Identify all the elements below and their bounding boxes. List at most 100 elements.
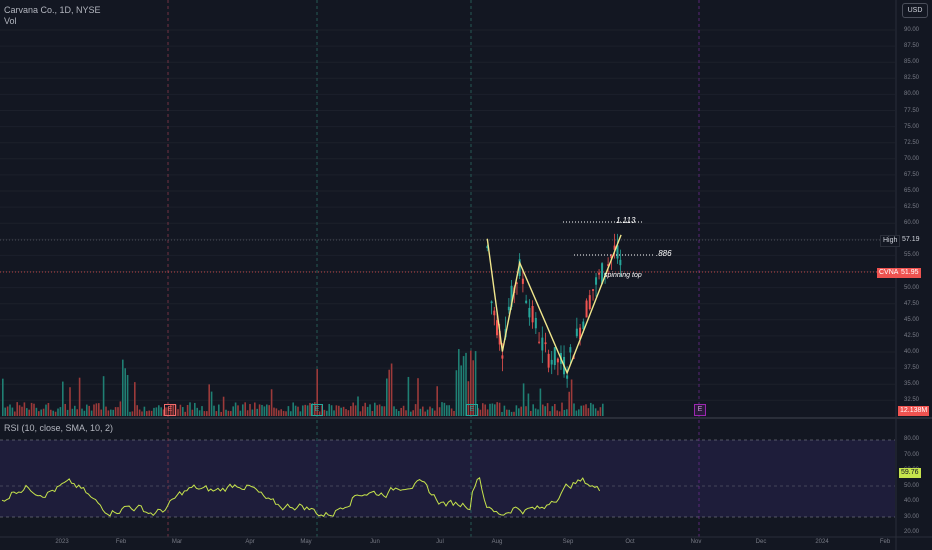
volume-bar xyxy=(62,381,64,416)
volume-bar xyxy=(508,409,510,416)
volume-bar xyxy=(376,405,378,416)
volume-bar xyxy=(518,408,520,416)
volume-bar xyxy=(18,405,21,416)
rsi-legend[interactable]: RSI (10, close, SMA, 10, 2) xyxy=(4,423,114,433)
price-tick-label: 47.50 xyxy=(904,300,920,307)
volume-bar xyxy=(141,411,143,416)
spinning-top-note: spinning top xyxy=(604,272,642,279)
volume-bar xyxy=(242,404,244,416)
price-candles[interactable] xyxy=(486,233,622,388)
volume-bar xyxy=(374,402,376,416)
volume-bar xyxy=(407,376,410,416)
candle-body xyxy=(486,246,489,249)
volume-value-tag: 12.138M xyxy=(898,406,930,416)
volume-bar xyxy=(69,387,71,416)
volume-bar xyxy=(345,409,347,416)
volume-bar xyxy=(484,404,486,416)
volume-bar xyxy=(76,409,78,416)
volume-bar xyxy=(297,406,299,416)
volume-bar xyxy=(170,404,172,416)
volume-bar xyxy=(455,370,458,416)
volume-bar xyxy=(30,402,33,416)
volume-bar xyxy=(215,411,218,416)
volume-bar xyxy=(251,409,254,416)
price-tick-label: 40.00 xyxy=(904,349,920,355)
candle-body xyxy=(598,272,601,275)
volume-bar xyxy=(239,410,242,416)
candle-body xyxy=(501,355,504,359)
volume-bar xyxy=(273,407,275,416)
volume-bar xyxy=(506,409,508,416)
volume-bar xyxy=(71,408,74,416)
volume-bar xyxy=(534,408,537,416)
volume-bar xyxy=(592,404,594,416)
volume-bar xyxy=(364,402,366,416)
high-label-tag: High xyxy=(880,235,901,247)
volume-bar xyxy=(328,403,330,416)
candle-body xyxy=(595,277,598,285)
earnings-marker-icon[interactable]: E xyxy=(466,404,478,416)
volume-bar xyxy=(122,359,124,416)
volume-bar xyxy=(465,352,467,416)
price-tick-label: 55.00 xyxy=(904,252,920,259)
volume-bar xyxy=(357,396,359,416)
candle-body xyxy=(585,300,588,318)
candle-body xyxy=(547,353,550,368)
candle-body xyxy=(531,306,534,323)
candle-body xyxy=(619,259,622,266)
volume-bar xyxy=(292,402,294,416)
currency-button[interactable]: USD xyxy=(902,3,928,18)
volume-bar xyxy=(74,405,76,416)
volume-bar xyxy=(330,405,333,416)
volume-bar xyxy=(494,404,496,416)
volume-bar xyxy=(390,363,393,416)
volume-bar xyxy=(146,411,148,416)
volume-bar xyxy=(23,402,26,416)
volume-bar xyxy=(424,411,426,416)
w-pattern-line[interactable] xyxy=(486,234,622,375)
volume-bar xyxy=(462,356,465,416)
volume-bar xyxy=(578,409,580,416)
earnings-marker-icon[interactable]: E xyxy=(164,404,176,416)
price-tick-label: 90.00 xyxy=(904,27,920,33)
price-tick-label: 65.00 xyxy=(904,188,920,194)
volume-bar xyxy=(342,406,345,416)
volume-bar xyxy=(9,404,11,416)
volume-bar xyxy=(90,410,93,416)
volume-bar xyxy=(350,406,352,416)
volume-bar xyxy=(186,404,189,416)
volume-bar xyxy=(498,402,501,416)
volume-bar xyxy=(124,368,126,416)
volume-bar xyxy=(383,406,386,416)
volume-bar xyxy=(431,408,434,416)
price-tick-label: 42.50 xyxy=(904,332,920,339)
volume-bar xyxy=(302,405,304,416)
volume-bar xyxy=(83,410,86,416)
volume-bar xyxy=(42,408,45,416)
grid-lines xyxy=(0,29,895,401)
volume-bar xyxy=(86,404,88,416)
candle-body xyxy=(510,285,513,307)
price-tick-label: 62.50 xyxy=(904,204,920,211)
volume-bar xyxy=(304,404,306,416)
volume-bar xyxy=(438,407,441,416)
volume-bar xyxy=(570,379,573,416)
volume-bar xyxy=(378,404,381,416)
volume-bar xyxy=(167,407,170,416)
volume-bar xyxy=(417,378,419,416)
volume-bar xyxy=(102,376,105,416)
price-tick-label: 85.00 xyxy=(904,59,920,66)
volume-bar xyxy=(172,404,174,416)
volume-bar xyxy=(258,404,261,416)
earnings-marker-icon[interactable]: E xyxy=(311,404,323,416)
earnings-marker-icon[interactable]: E xyxy=(694,404,706,416)
volume-bar xyxy=(95,403,98,416)
volume-bar xyxy=(126,375,129,416)
volume-bar xyxy=(4,407,6,416)
volume-bar xyxy=(510,411,513,416)
volume-bar xyxy=(246,410,249,416)
candle-body xyxy=(556,358,559,363)
fib-886-label: .886 xyxy=(656,249,672,258)
volume-bar xyxy=(54,411,57,416)
